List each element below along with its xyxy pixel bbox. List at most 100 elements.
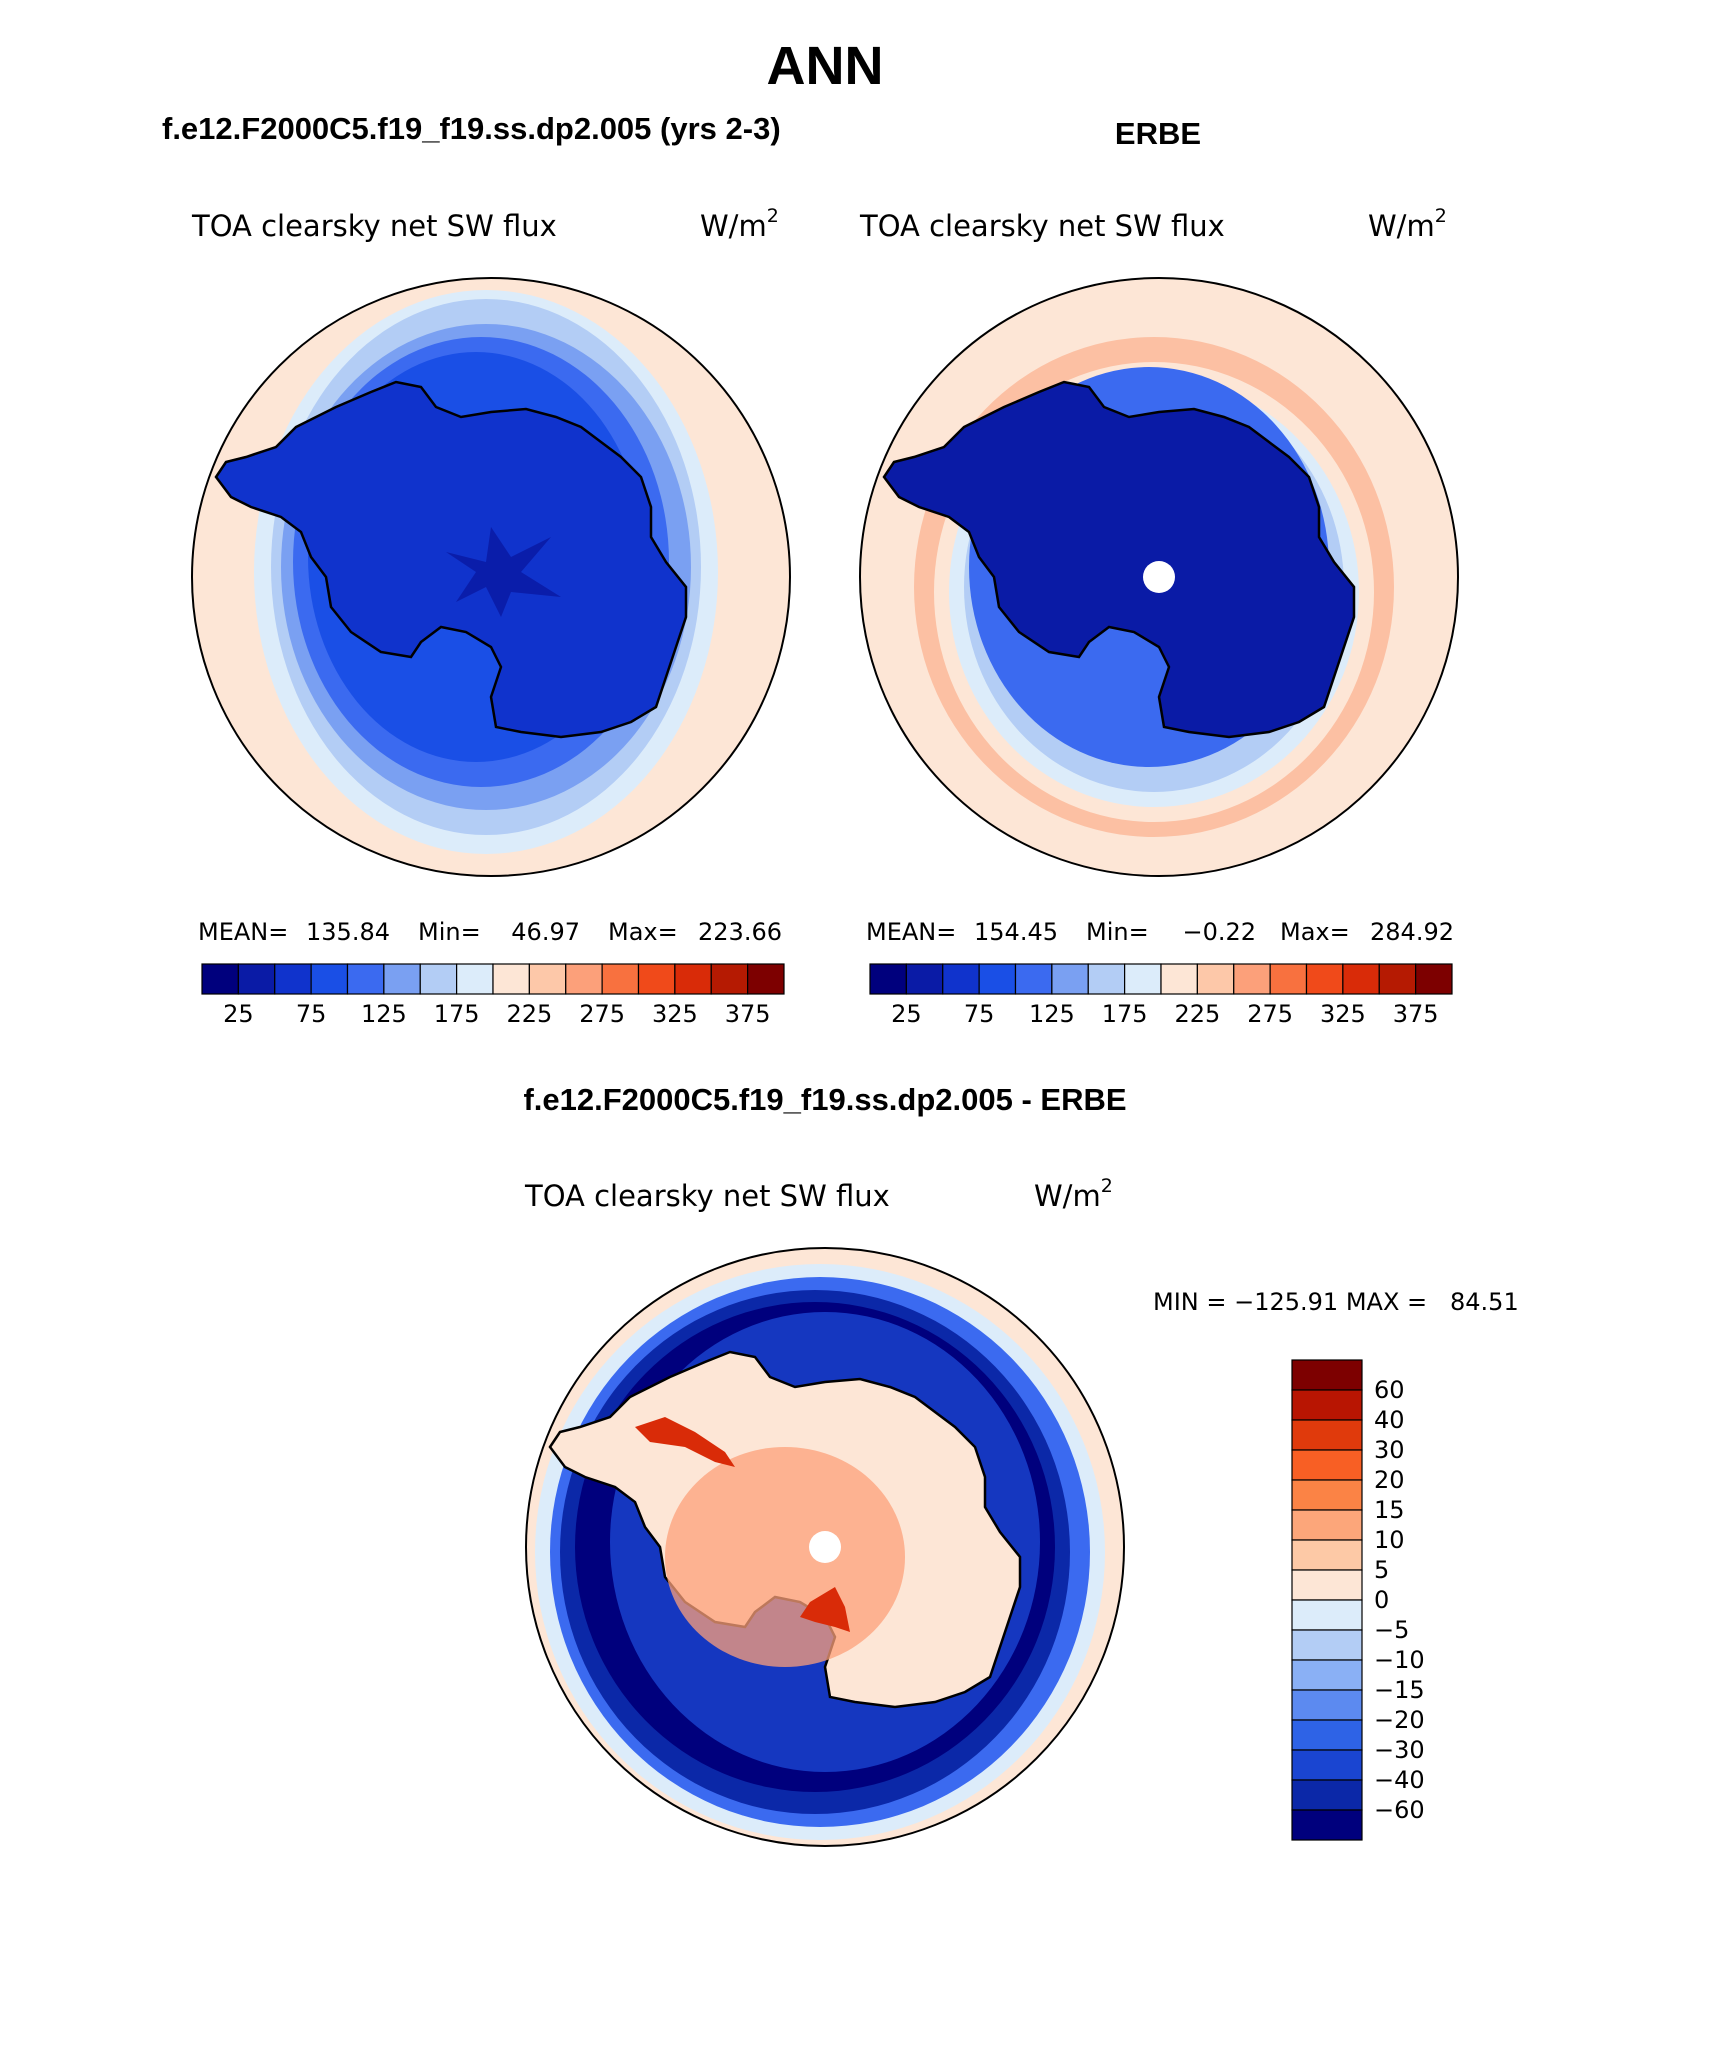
colorbar-swatch (1291, 1449, 1363, 1481)
colorbar-swatch (565, 963, 603, 995)
missing-data-pole (1143, 561, 1175, 593)
map-boundary (859, 277, 1459, 877)
colorbar-swatch (419, 963, 458, 995)
colorbar-swatch (905, 963, 944, 995)
colorbar-swatch (201, 963, 239, 995)
colorbar-swatch (1291, 1749, 1363, 1781)
peak-anomaly (800, 1587, 850, 1632)
colorbar-tick-label: 375 (1393, 1000, 1439, 1028)
positive-anomaly (665, 1447, 905, 1667)
colorbar-swatch (1196, 963, 1235, 995)
panel-obs: ERBE TOA clearsky net SW flux W/m2 MEAN=… (859, 116, 1459, 1028)
panel-diff-units: W/m2 (1034, 1175, 1113, 1213)
colorbar-swatch (346, 963, 385, 995)
panel-diff-map (525, 1247, 1125, 1847)
panel-obs-map (859, 277, 1459, 877)
colorbar-tick-label: 275 (1247, 1000, 1293, 1028)
colorbar-swatch (1291, 1389, 1363, 1421)
max-value: 223.66 (698, 918, 782, 946)
colorbar-swatch (1233, 963, 1271, 995)
max-label: Max= (608, 918, 678, 946)
colorbar-tick-label: −20 (1374, 1706, 1425, 1734)
panel-obs-case-title: ERBE (1115, 116, 1201, 151)
colorbar-tick-label: 125 (361, 1000, 407, 1028)
colorbar-tick-label: 5 (1374, 1556, 1389, 1584)
colorbar-swatch (383, 963, 421, 995)
min-value: 46.97 (511, 918, 580, 946)
colorbar-swatch (1305, 963, 1344, 995)
colorbar-tick-label: 15 (1374, 1496, 1405, 1524)
colorbar-swatch (1291, 1479, 1363, 1511)
panel-obs-units: W/m2 (1368, 205, 1447, 243)
colorbar-swatch (978, 963, 1017, 995)
colorbar-swatch (601, 963, 640, 995)
panel-obs-stats: MEAN= 154.45 Min= −0.22 Max= 284.92 (866, 918, 1454, 946)
colorbar-swatch (1291, 1359, 1363, 1391)
map-boundary (525, 1247, 1125, 1847)
panel-obs-colorbar: 25 75 125 175 225 275 325 375 (869, 963, 1453, 1028)
colorbar-swatch (1415, 963, 1453, 995)
panel-model-variable: TOA clearsky net SW flux (191, 209, 557, 243)
panel-obs-variable: TOA clearsky net SW flux (859, 209, 1225, 243)
missing-data-pole (809, 1531, 841, 1563)
colorbar-tick-label: 225 (506, 1000, 552, 1028)
colorbar-tick-label: 25 (891, 1000, 922, 1028)
colorbar-tick-label: 20 (1374, 1466, 1405, 1494)
panel-diff-minmax: MIN = −125.91 MAX = 84.51 (1153, 1288, 1519, 1316)
colorbar-swatch (1291, 1569, 1363, 1601)
colorbar-swatch (237, 963, 276, 995)
panel-model-case-title: f.e12.F2000C5.f19_f19.ss.dp2.005 (yrs 2-… (162, 111, 781, 146)
colorbar-swatch (1378, 963, 1417, 995)
colorbar-swatch (310, 963, 349, 995)
panel-model-colorbar: 25 75 125 175 225 275 325 375 (201, 963, 785, 1028)
colorbar-swatch (456, 963, 494, 995)
colorbar-tick-label: 175 (1102, 1000, 1148, 1028)
colorbar-tick-label: 30 (1374, 1436, 1405, 1464)
colorbar-swatch (1291, 1779, 1363, 1811)
max-label: Max= (1280, 918, 1350, 946)
colorbar-swatch (1291, 1419, 1363, 1451)
colorbar-tick-label: 325 (652, 1000, 698, 1028)
colorbar-tick-label: 0 (1374, 1586, 1389, 1614)
map-boundary (191, 277, 791, 877)
colorbar-swatch (1160, 963, 1198, 995)
colorbar-swatch (747, 963, 785, 995)
min-value: −0.22 (1182, 918, 1256, 946)
colorbar-swatch (869, 963, 907, 995)
colorbar-swatch (1291, 1509, 1363, 1541)
colorbar-swatch (1291, 1629, 1363, 1661)
mean-label: MEAN= (198, 918, 288, 946)
panel-model-units: W/m2 (700, 205, 779, 243)
colorbar-tick-label: 275 (579, 1000, 625, 1028)
mean-label: MEAN= (866, 918, 956, 946)
colorbar-swatch (1291, 1539, 1363, 1571)
panel-model-stats: MEAN= 135.84 Min= 46.97 Max= 223.66 (198, 918, 782, 946)
colorbar-swatch (274, 963, 312, 995)
colorbar-tick-label: 10 (1374, 1526, 1405, 1554)
colorbar-swatch (942, 963, 980, 995)
colorbar-tick-label: 25 (223, 1000, 254, 1028)
colorbar-swatch (528, 963, 567, 995)
max-value: 284.92 (1370, 918, 1454, 946)
colorbar-swatch (1291, 1599, 1363, 1631)
colorbar-tick-label: 375 (725, 1000, 771, 1028)
colorbar-tick-label: 60 (1374, 1376, 1405, 1404)
panel-diff-case-title: f.e12.F2000C5.f19_f19.ss.dp2.005 - ERBE (523, 1082, 1126, 1117)
colorbar-tick-label: 125 (1029, 1000, 1075, 1028)
colorbar-tick-label: −10 (1374, 1646, 1425, 1674)
colorbar-tick-label: −30 (1374, 1736, 1425, 1764)
colorbar-tick-label: 75 (296, 1000, 327, 1028)
colorbar-swatch (1342, 963, 1380, 995)
panel-diff-variable: TOA clearsky net SW flux (524, 1179, 890, 1213)
colorbar-swatch (1291, 1719, 1363, 1751)
min-label: Min= (418, 918, 481, 946)
colorbar-swatch (674, 963, 712, 995)
colorbar-swatch (1087, 963, 1126, 995)
colorbar-swatch (1014, 963, 1053, 995)
colorbar-tick-label: 325 (1320, 1000, 1366, 1028)
colorbar-tick-label: −5 (1374, 1616, 1409, 1644)
mean-value: 135.84 (306, 918, 390, 946)
colorbar-swatch (1124, 963, 1162, 995)
